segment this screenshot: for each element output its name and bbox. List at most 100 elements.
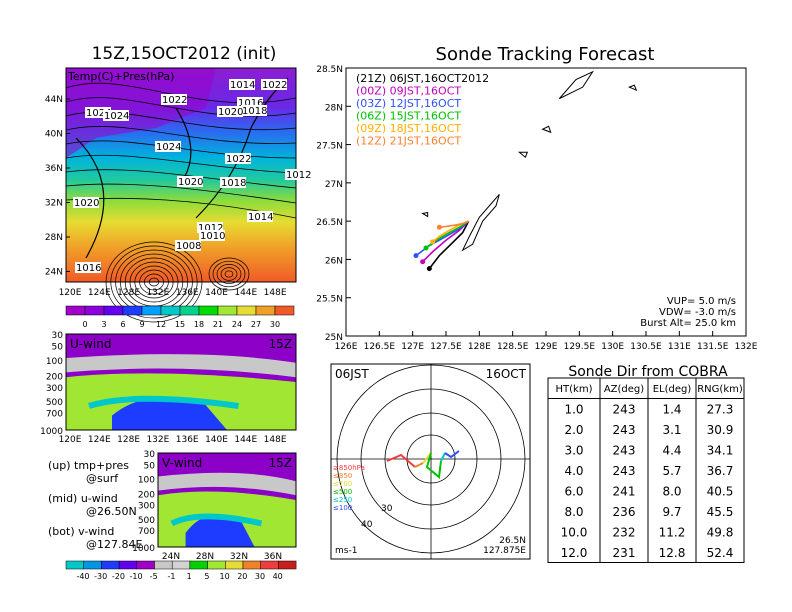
ring-label: 30 — [381, 504, 393, 514]
lon-tick: 132E — [735, 342, 758, 352]
pressure-tick: 500 — [138, 516, 155, 526]
hodograph-lat: 26.5N — [499, 536, 526, 546]
isobar-label-bg — [217, 106, 243, 117]
isobar — [65, 126, 297, 144]
colorbar-cell — [122, 305, 143, 316]
isobar-label: 1008 — [176, 241, 201, 252]
wind-colorbar-cell — [171, 560, 191, 570]
lon-tick: 128E — [468, 342, 491, 352]
pressure-legend-entry: ≤250 — [333, 496, 352, 504]
u-wind-band — [88, 395, 239, 409]
lon-tick: 127E — [401, 342, 424, 352]
sonde-endpoint — [423, 245, 429, 251]
table-cell: 3.0 — [564, 444, 583, 458]
colorbar-cell — [141, 305, 162, 316]
lon-tick: 131E — [668, 342, 691, 352]
lon-tick: 128.5E — [497, 342, 529, 352]
lat-tick: 25N — [325, 333, 343, 343]
wind-colorbar-tick: 40 — [273, 572, 283, 581]
table-cell: 2.0 — [564, 423, 583, 437]
wind-colorbar-cell — [189, 560, 208, 570]
isobar-label: 1018 — [242, 106, 267, 117]
table-cell: 30.9 — [707, 423, 734, 437]
isobar-label: 1024 — [104, 111, 129, 122]
isobar-label-bg — [73, 197, 99, 208]
lon-label: 120E — [59, 288, 82, 298]
colorbar-cell — [65, 305, 86, 316]
pressure-tick: 100 — [138, 475, 155, 485]
table-title: Sonde Dir from COBRA — [568, 364, 728, 380]
isobar-label-bg — [220, 177, 246, 188]
table-cell: 52.4 — [707, 546, 734, 560]
colorbar-cell — [274, 305, 295, 316]
hodograph-date: 16OCT — [486, 367, 527, 381]
pressure-tick: 700 — [46, 410, 63, 420]
table-cell: 49.8 — [707, 526, 734, 540]
table-cell: 241 — [613, 485, 636, 499]
wind-colorbar-cell — [136, 560, 155, 570]
hodograph-time: 06JST — [335, 367, 369, 381]
pressure-legend-entry: ≥850hPa — [333, 464, 365, 472]
v-wind-frame — [157, 452, 297, 548]
table-cell: 236 — [613, 505, 636, 519]
wind-colorbar-tick: -10 — [130, 572, 143, 581]
isobar — [65, 154, 297, 174]
lon-label: 124E — [88, 435, 111, 445]
u-wind-frame — [65, 333, 297, 431]
lon-label: 120E — [59, 435, 82, 445]
wind-colorbar-tick: 1 — [187, 572, 192, 581]
lon-label: 140E — [205, 435, 228, 445]
hodograph-lon: 127.875E — [483, 546, 526, 556]
wind-colorbar-cell — [154, 560, 173, 570]
table-cell: 4.4 — [662, 444, 681, 458]
vdw-label: VDW= -3.0 m/s — [659, 307, 736, 318]
pressure-legend-entry: ≤700 — [333, 480, 352, 488]
table-cell: 12.0 — [561, 546, 588, 560]
track-legend-entry: (12Z) 21JST,16OCT — [356, 135, 461, 148]
lat-label: 36N — [264, 552, 282, 562]
colorbar-cell — [84, 305, 105, 316]
legend-note-2: (mid) u-wind @26.50N — [48, 492, 137, 518]
isobar-label: 1020 — [218, 107, 243, 118]
table-cell: 11.2 — [659, 526, 686, 540]
isobar-label-bg — [247, 211, 273, 222]
map-title: 15Z,15OCT2012 (init) — [91, 44, 277, 64]
colorbar-cell — [179, 305, 200, 316]
small-islands — [421, 84, 638, 218]
u-wind-time: 15Z — [269, 337, 293, 351]
isobar-label: 1020 — [74, 198, 99, 209]
isobar-label: 1020 — [178, 177, 203, 188]
isobar-label-bg — [175, 240, 201, 251]
table-frame — [547, 377, 745, 563]
colorbar-cell — [255, 305, 276, 316]
track-legend-entry: (21Z) 06JST,16OCT2012 — [356, 72, 489, 85]
colorbar-tick: 12 — [156, 320, 166, 329]
tracking-frame — [345, 67, 747, 337]
u-wind-calm — [66, 354, 296, 378]
isobar-label: 1016 — [76, 263, 101, 274]
colorbar-tick: 0 — [82, 320, 87, 329]
table-header: HT(km) — [556, 384, 593, 395]
wind-colorbar-tick: 30 — [255, 572, 265, 581]
isobar-label: 1012 — [198, 223, 223, 234]
isobar-label-bg — [199, 230, 225, 241]
wind-colorbar-tick: -20 — [112, 572, 125, 581]
pressure-tick: 200 — [46, 372, 63, 382]
tracking-title: Sonde Tracking Forecast — [435, 44, 655, 65]
lon-tick: 129.5E — [564, 342, 596, 352]
pressure-tick: 300 — [46, 384, 63, 394]
isobar-label-bg — [103, 110, 129, 121]
isobar-label-bg — [261, 79, 287, 90]
table-header: AZ(deg) — [604, 384, 644, 395]
table-cell: 34.1 — [707, 444, 734, 458]
lat-tick: 27.5N — [316, 142, 343, 152]
table-cell: 6.0 — [564, 485, 583, 499]
okinawa-island — [461, 194, 500, 252]
v-wind-label: V-wind — [162, 456, 202, 470]
lon-tick: 130.5E — [630, 342, 662, 352]
lat-tick: 26N — [325, 256, 343, 266]
table-cell: 243 — [613, 464, 636, 478]
u-wind-negative — [112, 397, 227, 430]
pressure-legend-entry: ≤500 — [333, 488, 352, 496]
